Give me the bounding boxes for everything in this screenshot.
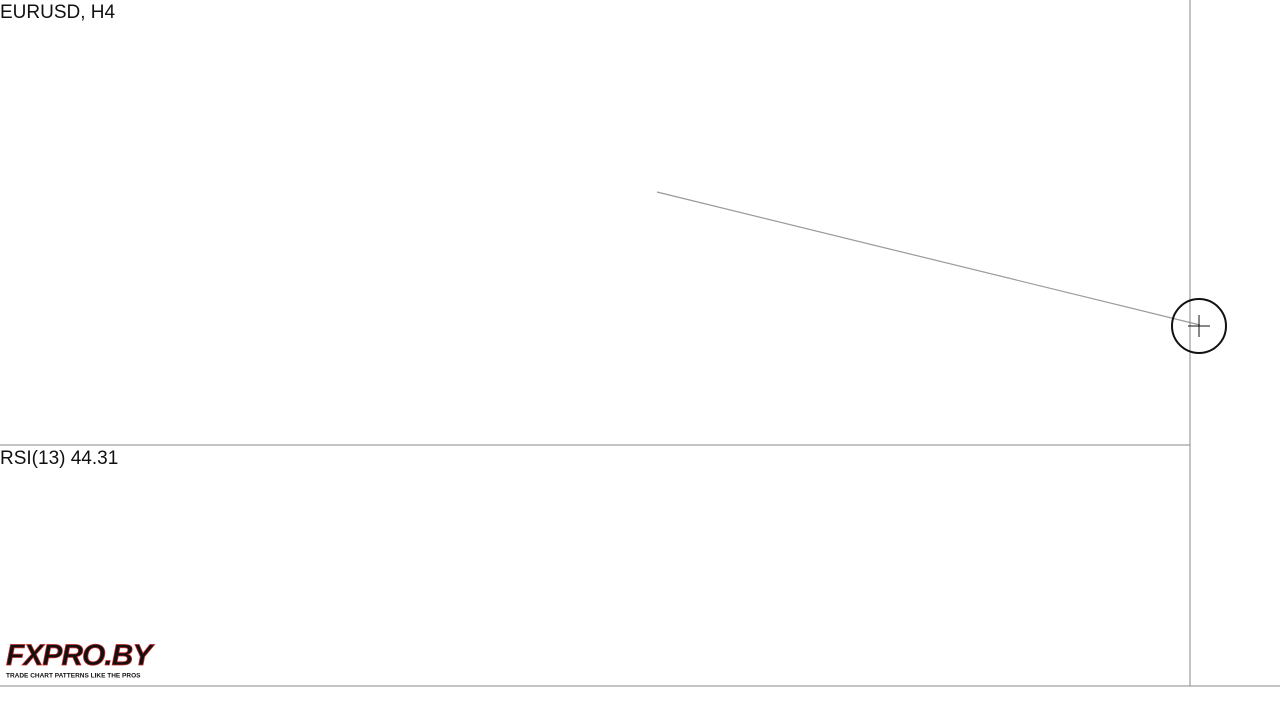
- chart-title: EURUSD, H4: [0, 2, 116, 23]
- indicator-title: RSI(13) 44.31: [0, 448, 118, 469]
- watermark: FXPRO.BY TRADE CHART PATTERNS LIKE THE P…: [4, 639, 168, 682]
- cursor[interactable]: [1171, 298, 1227, 354]
- watermark-bg: [4, 640, 168, 682]
- trend-line: [656, 191, 1201, 326]
- cursor-ring: [1171, 298, 1227, 354]
- watermark-logo: FXPRO.BY: [6, 639, 155, 672]
- watermark-tagline: TRADE CHART PATTERNS LIKE THE PROS: [6, 673, 141, 680]
